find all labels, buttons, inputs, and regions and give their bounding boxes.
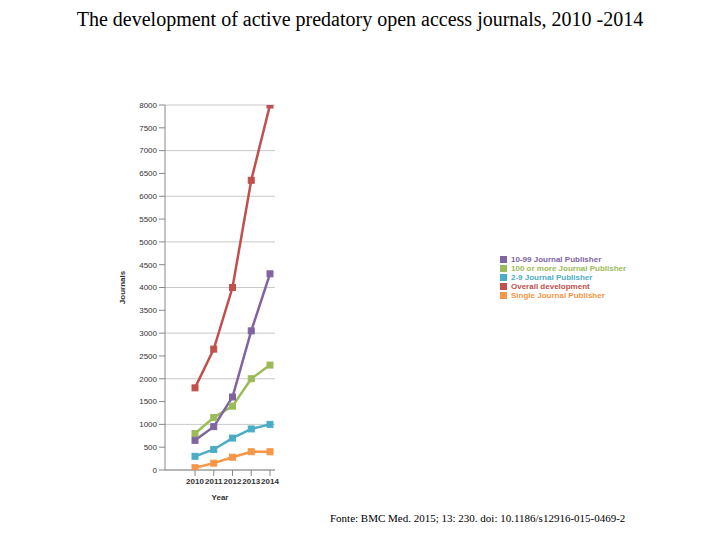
svg-text:2010: 2010	[186, 477, 204, 486]
svg-text:2000: 2000	[139, 375, 157, 384]
svg-text:7000: 7000	[139, 146, 157, 155]
svg-text:4000: 4000	[139, 283, 157, 292]
html-text:100 or more Journal Publisher: 100 or more Journal Publisher	[511, 264, 627, 273]
svg-text:2014: 2014	[261, 477, 279, 486]
svg-text:2012: 2012	[224, 477, 242, 486]
html-text:Overall development: Overall development	[511, 282, 590, 291]
svg-text:4500: 4500	[139, 261, 157, 270]
svg-text:6000: 6000	[139, 192, 157, 201]
svg-text:2013: 2013	[242, 477, 260, 486]
html-text:2-9 Journal Publisher: 2-9 Journal Publisher	[511, 273, 593, 282]
svg-text:0: 0	[153, 466, 158, 475]
svg-text:Journals: Journals	[118, 270, 127, 304]
svg-text:7500: 7500	[139, 124, 157, 133]
html-text:10-99 Journal Publisher: 10-99 Journal Publisher	[511, 255, 602, 264]
svg-text:8000: 8000	[139, 101, 157, 110]
html-text:Fonte: BMC Med. 2015; 13: 230.: Fonte: BMC Med. 2015; 13: 230. doi: 10.1…	[330, 512, 626, 524]
svg-text:500: 500	[144, 443, 158, 452]
svg-text:2011: 2011	[205, 477, 223, 486]
svg-text:1500: 1500	[139, 397, 157, 406]
svg-text:5500: 5500	[139, 215, 157, 224]
svg-text:6500: 6500	[139, 169, 157, 178]
html-text:Single Journal Publisher: Single Journal Publisher	[511, 291, 605, 300]
svg-text:5000: 5000	[139, 238, 157, 247]
svg-text:2500: 2500	[139, 352, 157, 361]
svg-text:1000: 1000	[139, 420, 157, 429]
svg-text:Year: Year	[212, 493, 229, 502]
html-text:The development of active pred: The development of active predatory open…	[76, 8, 644, 30]
svg-text:3000: 3000	[139, 329, 157, 338]
svg-text:3500: 3500	[139, 306, 157, 315]
